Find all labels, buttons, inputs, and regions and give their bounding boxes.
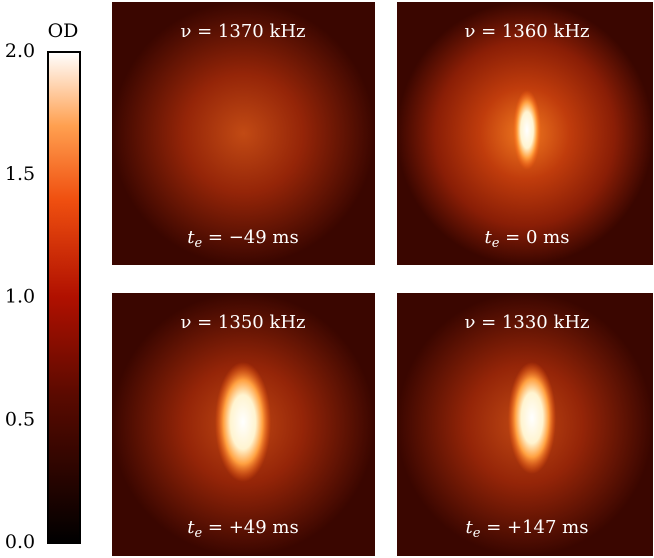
t-symbol: t <box>485 227 493 248</box>
colorbar <box>47 51 81 544</box>
cloud <box>508 362 556 474</box>
t-value: = −49 ms <box>202 227 299 248</box>
nu-label: ν = 1330 kHz <box>464 312 589 333</box>
image <box>112 2 375 265</box>
t-value: = +49 ms <box>202 517 299 538</box>
panel: ν = 1330 kHz te = +147 ms <box>397 293 653 556</box>
t-symbol: t <box>466 517 474 538</box>
t-sub: e <box>194 236 202 251</box>
t-value: = +147 ms <box>480 517 588 538</box>
colorbar-tick-label: 1.5 <box>5 163 35 185</box>
t-sub: e <box>473 526 481 541</box>
nu-label: ν = 1370 kHz <box>180 21 305 42</box>
t-label: te = +49 ms <box>187 517 298 541</box>
t-symbol: t <box>187 517 195 538</box>
t-symbol: t <box>187 227 195 248</box>
cloud <box>513 90 541 170</box>
panel: ν = 1350 kHz te = +49 ms <box>112 293 375 556</box>
nu-label: ν = 1350 kHz <box>180 312 305 333</box>
panel: ν = 1360 kHz te = 0 ms <box>397 2 653 265</box>
t-label: te = +147 ms <box>466 517 589 541</box>
colorbar-tick-label: 2.0 <box>5 40 35 62</box>
panel: ν = 1370 kHz te = −49 ms <box>112 2 375 265</box>
colorbar-tick-label: 0.0 <box>5 531 35 553</box>
colorbar-tick-label: 1.0 <box>5 286 35 308</box>
t-label: te = 0 ms <box>485 227 570 251</box>
colorbar-label: OD <box>48 20 79 42</box>
cloud <box>215 362 271 482</box>
t-sub: e <box>492 236 500 251</box>
colorbar-tick-label: 0.5 <box>5 408 35 430</box>
t-sub: e <box>194 526 202 541</box>
nu-label: ν = 1360 kHz <box>464 21 589 42</box>
t-value: = 0 ms <box>499 227 569 248</box>
t-label: te = −49 ms <box>187 227 298 251</box>
colorbar-ticks: 2.0 1.5 1.0 0.5 0.0 <box>5 40 35 553</box>
